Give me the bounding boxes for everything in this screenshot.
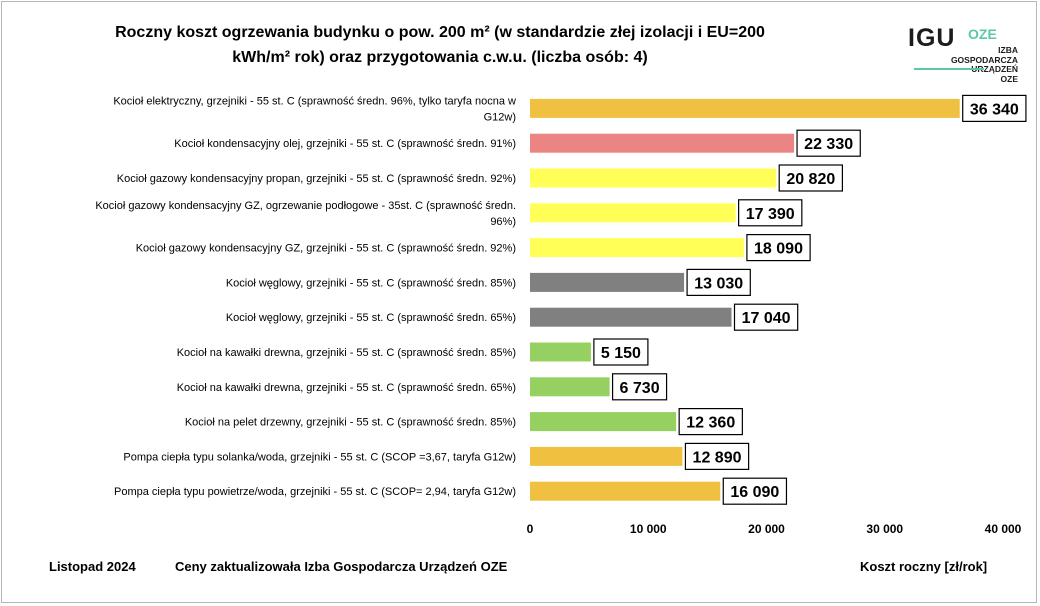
logo-subtitle-line: URZĄDZEŃ — [971, 64, 1018, 74]
data-label-box — [733, 303, 799, 331]
data-label-box — [593, 338, 649, 366]
x-tick-label: 20 000 — [748, 522, 785, 536]
bar — [530, 98, 960, 118]
chart-title-line-2: kWh/m² rok) oraz przygotowania c.w.u. (l… — [232, 49, 648, 66]
data-label-box — [962, 94, 1027, 123]
category-label: 96%) — [490, 216, 516, 228]
data-label-box — [722, 477, 788, 505]
chart-title-line-1: Roczny koszt ogrzewania budynku o pow. 2… — [115, 24, 765, 41]
data-label-box — [611, 373, 668, 401]
x-tick-label: 30 000 — [866, 522, 903, 536]
logo-subtitle-line: GOSPODARCZA — [950, 54, 1018, 65]
category-label: Kocioł kondensacyjny olej, grzejniki - 5… — [174, 138, 516, 150]
data-label: 17 040 — [742, 310, 791, 327]
category-label: G12w) — [484, 111, 516, 123]
data-label: 12 360 — [686, 415, 735, 432]
x-tick-label: 10 000 — [630, 522, 667, 536]
data-label-box — [738, 199, 803, 227]
bar — [530, 133, 795, 153]
data-label: 12 890 — [693, 449, 742, 466]
bar — [530, 342, 591, 362]
logo-subtitle-line: IZBA — [998, 45, 1018, 55]
bar — [530, 168, 777, 188]
data-label: 17 390 — [746, 206, 795, 223]
category-label: Kocioł węglowy, grzejniki - 55 st. C (sp… — [226, 277, 516, 289]
category-label: Kocioł na kawałki drewna, grzejniki - 55… — [177, 382, 516, 394]
data-label-box — [684, 442, 750, 470]
logo-igu-text: IGU — [908, 24, 956, 52]
bar — [530, 203, 736, 223]
bar — [530, 307, 732, 327]
category-label: Kocioł gazowy kondensacyjny GZ, ogrzewan… — [95, 200, 516, 212]
footer-unit: Koszt roczny [zł/rok] — [860, 559, 988, 574]
category-label: Kocioł na pelet drzewny, grzejniki - 55 … — [185, 417, 516, 429]
data-label: 16 090 — [730, 484, 779, 501]
bar — [530, 412, 677, 432]
category-label: Kocioł gazowy kondensacyjny propan, grze… — [117, 173, 516, 185]
bar — [530, 238, 744, 258]
data-label: 13 030 — [694, 275, 743, 292]
igu-oze-logo: IGU OZE IZBA GOSPODARCZA URZĄDZEŃ OZE — [908, 24, 1028, 84]
chart-title: Roczny koszt ogrzewania budynku o pow. 2… — [40, 20, 840, 70]
data-label: 6 730 — [620, 380, 660, 397]
category-label: Kocioł na kawałki drewna, grzejniki - 55… — [177, 347, 516, 359]
data-label: 36 340 — [970, 101, 1019, 118]
logo-oze-text: OZE — [968, 26, 997, 42]
category-label: Kocioł gazowy kondensacyjny GZ, grzejnik… — [136, 243, 516, 255]
logo-subtitle: IZBA GOSPODARCZA URZĄDZEŃ OZE — [908, 45, 1018, 84]
data-label-box — [796, 129, 861, 157]
category-label: Kocioł elektryczny, grzejniki - 55 st. C… — [113, 95, 516, 107]
data-label: 20 820 — [786, 171, 835, 188]
data-label-box — [686, 268, 751, 296]
data-label: 22 330 — [804, 136, 853, 153]
x-tick-label: 40 000 — [985, 522, 1022, 536]
footer-note: Ceny zaktualizowała Izba Gospodarcza Urz… — [175, 559, 508, 574]
data-label: 5 150 — [601, 345, 641, 362]
bar — [530, 377, 610, 397]
data-label: 18 090 — [754, 241, 803, 258]
x-tick-label: 0 — [527, 522, 534, 536]
bar — [530, 446, 683, 466]
bar — [530, 272, 685, 292]
data-label-box — [678, 408, 743, 436]
data-label-box — [746, 234, 811, 262]
logo-underline — [914, 68, 984, 70]
bar — [530, 481, 721, 501]
category-label: Kocioł węglowy, grzejniki - 55 st. C (sp… — [226, 312, 516, 324]
footer-date: Listopad 2024 — [49, 559, 136, 574]
logo-subtitle-line: OZE — [1000, 73, 1018, 84]
data-label-box — [778, 164, 843, 192]
category-label: Pompa ciepła typu powietrze/woda, grzejn… — [114, 486, 516, 498]
category-label: Pompa ciepła typu solanka/woda, grzejnik… — [123, 451, 516, 463]
